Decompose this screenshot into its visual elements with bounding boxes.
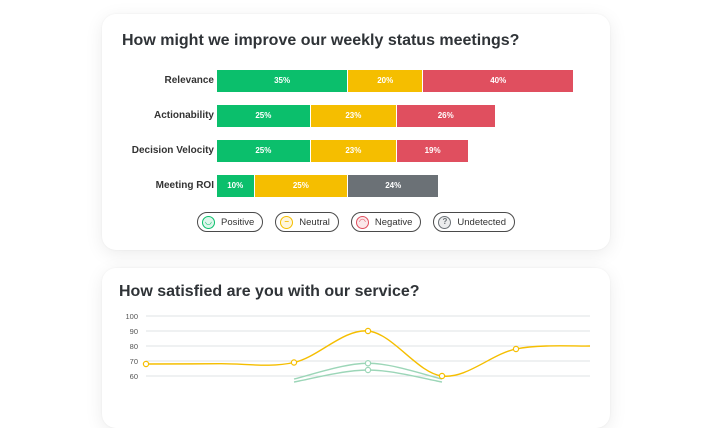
bar-segment-undetected[interactable]: 24% (348, 175, 439, 197)
stacked-bar: 25% 23% 19% (217, 140, 469, 162)
bar-segment-positive[interactable]: 25% (217, 140, 311, 162)
legend-label: Undetected (457, 216, 506, 228)
data-point[interactable] (364, 327, 372, 335)
row-label: Meeting ROI (155, 180, 214, 191)
legend-item-positive[interactable]: ◡ Positive (197, 212, 264, 232)
stacked-bar: 25% 23% 26% (217, 105, 495, 127)
meeting-survey-title: How might we improve our weekly status m… (122, 32, 520, 49)
y-tick-label: 70 (130, 357, 138, 366)
stacked-bar: 35% 20% 40% (217, 70, 574, 92)
line-chart: 100 90 80 70 60 (125, 312, 591, 383)
row-label: Relevance (164, 75, 214, 86)
row-label: Decision Velocity (131, 145, 214, 156)
bar-segment-neutral[interactable]: 25% (254, 175, 349, 197)
row-label: Actionability (153, 110, 214, 121)
data-point[interactable] (364, 366, 372, 374)
bar-segment-negative[interactable]: 26% (397, 105, 495, 127)
bar-segment-positive[interactable]: 35% (217, 70, 349, 92)
y-tick-label: 60 (130, 372, 138, 381)
y-tick-label: 100 (125, 312, 138, 321)
satisfaction-card: How satisfied are you with our service? … (102, 268, 610, 428)
legend-label: Neutral (299, 216, 330, 228)
bar-segment-positive[interactable]: 10% (217, 175, 255, 197)
data-point[interactable] (512, 345, 520, 353)
meeting-survey-card: How might we improve our weekly status m… (102, 14, 610, 250)
bar-segment-negative[interactable]: 40% (423, 70, 574, 92)
data-point[interactable] (364, 360, 372, 367)
frowning-face-icon: ◠ (355, 215, 369, 229)
legend-item-neutral[interactable]: – Neutral (275, 212, 339, 232)
legend-item-undetected[interactable]: ? Undetected (433, 212, 515, 232)
y-tick-label: 90 (130, 327, 138, 336)
bar-segment-neutral[interactable]: 20% (348, 70, 424, 92)
bar-segment-positive[interactable]: 25% (217, 105, 311, 127)
bar-segment-neutral[interactable]: 23% (310, 105, 397, 127)
legend-item-negative[interactable]: ◠ Negative (350, 212, 422, 232)
neutral-face-icon: – (280, 215, 294, 229)
stacked-bar: 10% 25% 24% (217, 175, 439, 197)
y-tick-label: 80 (130, 342, 138, 351)
satisfaction-title: How satisfied are you with our service? (119, 283, 420, 300)
question-mark-icon: ? (438, 215, 452, 229)
data-point[interactable] (438, 372, 446, 380)
bar-segment-neutral[interactable]: 23% (310, 140, 397, 162)
chart-legend: ◡ Positive – Neutral ◠ Negative? Undetected (102, 212, 610, 232)
legend-label: Positive (221, 216, 255, 228)
data-point[interactable] (290, 359, 298, 366)
data-point[interactable] (142, 360, 150, 368)
legend-label: Negative (374, 216, 413, 228)
bar-segment-negative[interactable]: 19% (397, 140, 469, 162)
smiling-face-icon: ◡ (202, 215, 215, 229)
